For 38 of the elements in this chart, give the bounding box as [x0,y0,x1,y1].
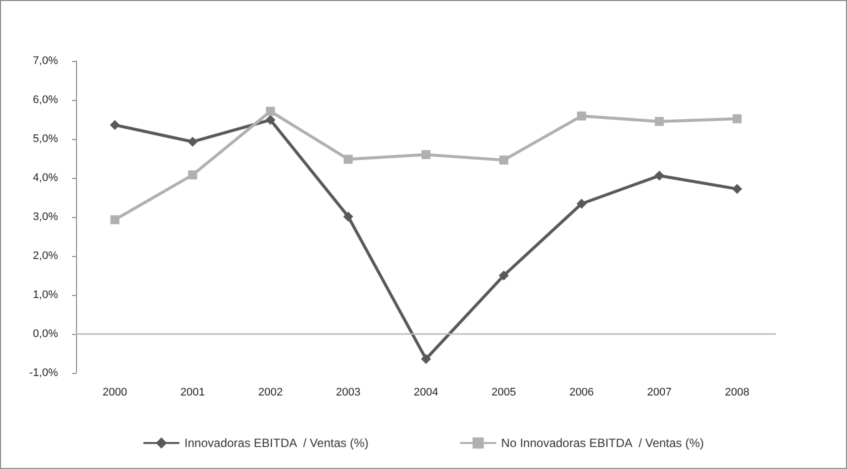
x-tick-label: 2001 [180,386,205,398]
point [654,170,664,181]
point [498,270,509,280]
x-tick-label: 2002 [258,386,283,398]
point [421,354,431,364]
y-tick-label: 1,0% [32,289,58,301]
x-tick-label: 2000 [102,386,128,398]
point [266,106,275,116]
point [110,120,120,130]
legend-label: No Innovadoras EBITDA / Ventas (%) [501,436,704,450]
point [732,114,742,124]
point [188,136,198,147]
point [577,111,586,120]
y-tick-label: 6,0% [32,94,58,106]
y-tick-label: 0,0% [32,328,58,340]
point [654,116,664,126]
point [110,215,120,224]
point [343,212,354,222]
y-tick-label: -1,0% [29,367,58,379]
point [499,156,508,165]
point [265,114,276,125]
x-tick-label: 2003 [336,386,360,398]
legend-label: Innovadoras EBITDA / Ventas (%) [184,436,369,450]
x-tick-label: 2008 [724,386,750,398]
y-tick-label: 4,0% [32,172,58,184]
y-tick-label: 5,0% [32,133,58,145]
x-tick-label: 2007 [647,386,672,398]
point [188,170,198,180]
point [422,150,430,160]
x-tick-label: 2004 [414,386,438,398]
point [576,198,587,209]
point [344,154,353,164]
point [732,184,742,194]
y-tick-label: 7,0% [32,55,58,67]
y-tick-label: 2,0% [32,250,58,262]
y-tick-label: 3,0% [32,211,58,223]
x-tick-label: 2005 [492,386,516,398]
x-tick-label: 2006 [569,386,594,398]
